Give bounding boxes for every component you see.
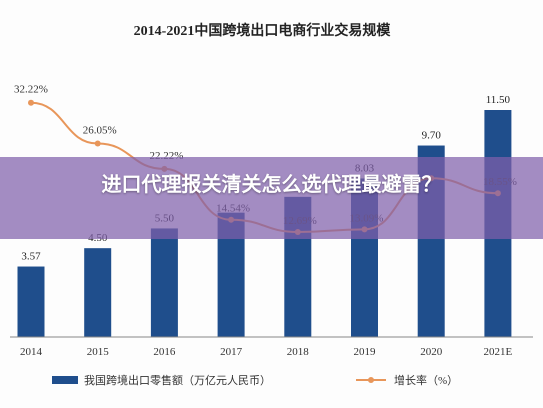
legend: 我国跨境出口零售额（万亿元人民币） 增长率（%）	[52, 373, 458, 387]
growth-point-2014	[28, 99, 34, 106]
x-tick-2015: 2015	[87, 346, 110, 358]
x-tick-2016: 2016	[153, 346, 176, 358]
x-tick-2018: 2018	[287, 346, 310, 358]
legend-bar-swatch	[52, 376, 78, 384]
headline-text: 进口代理报关清关怎么选代理最避雷？	[101, 172, 442, 196]
bar-2014	[17, 266, 45, 337]
legend-bar-label: 我国跨境出口零售额（万亿元人民币）	[84, 373, 271, 387]
bar-value-label-2021E: 11.50	[486, 94, 511, 106]
growth-label-2015: 26.05%	[83, 125, 117, 137]
growth-point-2015	[94, 140, 101, 147]
x-tick-2020: 2020	[420, 346, 443, 358]
x-tick-2014: 2014	[20, 346, 43, 358]
bar-value-label-2014: 3.57	[21, 251, 41, 263]
legend-line-label: 增长率（%）	[394, 373, 458, 387]
legend-line-marker	[368, 377, 374, 383]
chart-title: 2014-2021中国跨境出口电商行业交易规模	[134, 22, 392, 39]
bar-value-label-2020: 9.70	[422, 130, 442, 142]
x-tick-2019: 2019	[354, 346, 377, 358]
growth-label-2014: 32.22%	[14, 84, 48, 96]
x-tick-2017: 2017	[220, 346, 243, 358]
bar-2016	[150, 228, 178, 337]
x-tick-2021E: 2021E	[484, 346, 513, 358]
bar-2015	[84, 248, 112, 337]
headline-banner	[0, 157, 543, 239]
